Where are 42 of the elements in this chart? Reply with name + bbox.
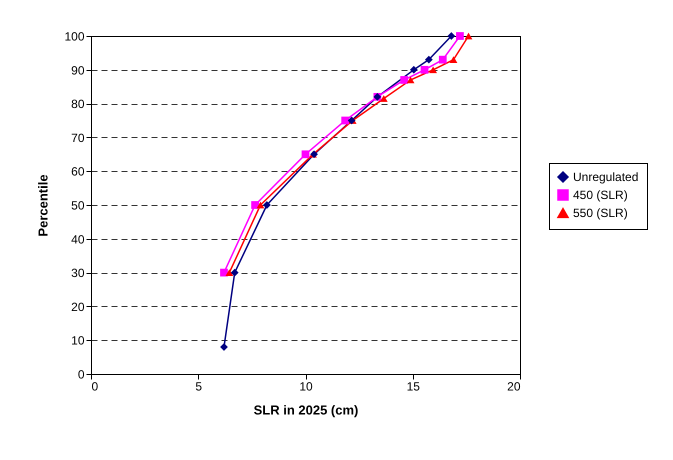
- x-tick-label: 20: [507, 380, 521, 394]
- point: [420, 66, 428, 74]
- point: [302, 150, 310, 158]
- point: [400, 76, 408, 84]
- point: [380, 95, 388, 102]
- point: [225, 269, 234, 276]
- y-tick-label: 0: [78, 368, 85, 382]
- y-tick-label: 80: [71, 97, 85, 112]
- point: [256, 202, 264, 208]
- point: [230, 268, 239, 276]
- point: [424, 56, 433, 64]
- point: [464, 32, 472, 40]
- y-tick-label: 70: [71, 130, 85, 145]
- y-tick-label: 100: [64, 30, 85, 44]
- y-tick-label: 90: [71, 63, 85, 78]
- point: [251, 201, 259, 209]
- y-tick-label: 40: [71, 232, 85, 246]
- point: [341, 116, 350, 124]
- point: [447, 32, 456, 40]
- legend-label: 450 (SLR): [573, 188, 628, 202]
- legend-label: 550 (SLR): [573, 206, 628, 220]
- point: [406, 76, 414, 84]
- y-tick-label: 10: [71, 334, 85, 348]
- point: [429, 66, 437, 74]
- x-tick-label: 0: [92, 380, 98, 394]
- point: [438, 56, 447, 64]
- point: [220, 343, 228, 351]
- y-tick-label: 20: [71, 300, 85, 314]
- x-axis-title: SLR in 2025 (cm): [254, 402, 358, 418]
- legend-label: Unregulated: [573, 170, 638, 184]
- y-axis-title: Percentile: [35, 174, 50, 237]
- x-tick-label: 10: [299, 380, 313, 394]
- point: [220, 268, 228, 276]
- point: [263, 201, 271, 209]
- y-tick-label: 30: [71, 266, 85, 280]
- point: [410, 66, 418, 74]
- point: [450, 56, 458, 64]
- point: [456, 32, 464, 40]
- x-tick-label: 5: [195, 380, 202, 394]
- y-tick-label: 50: [71, 198, 85, 212]
- y-tick-label: 60: [71, 164, 85, 179]
- x-tick-label: 15: [406, 380, 420, 394]
